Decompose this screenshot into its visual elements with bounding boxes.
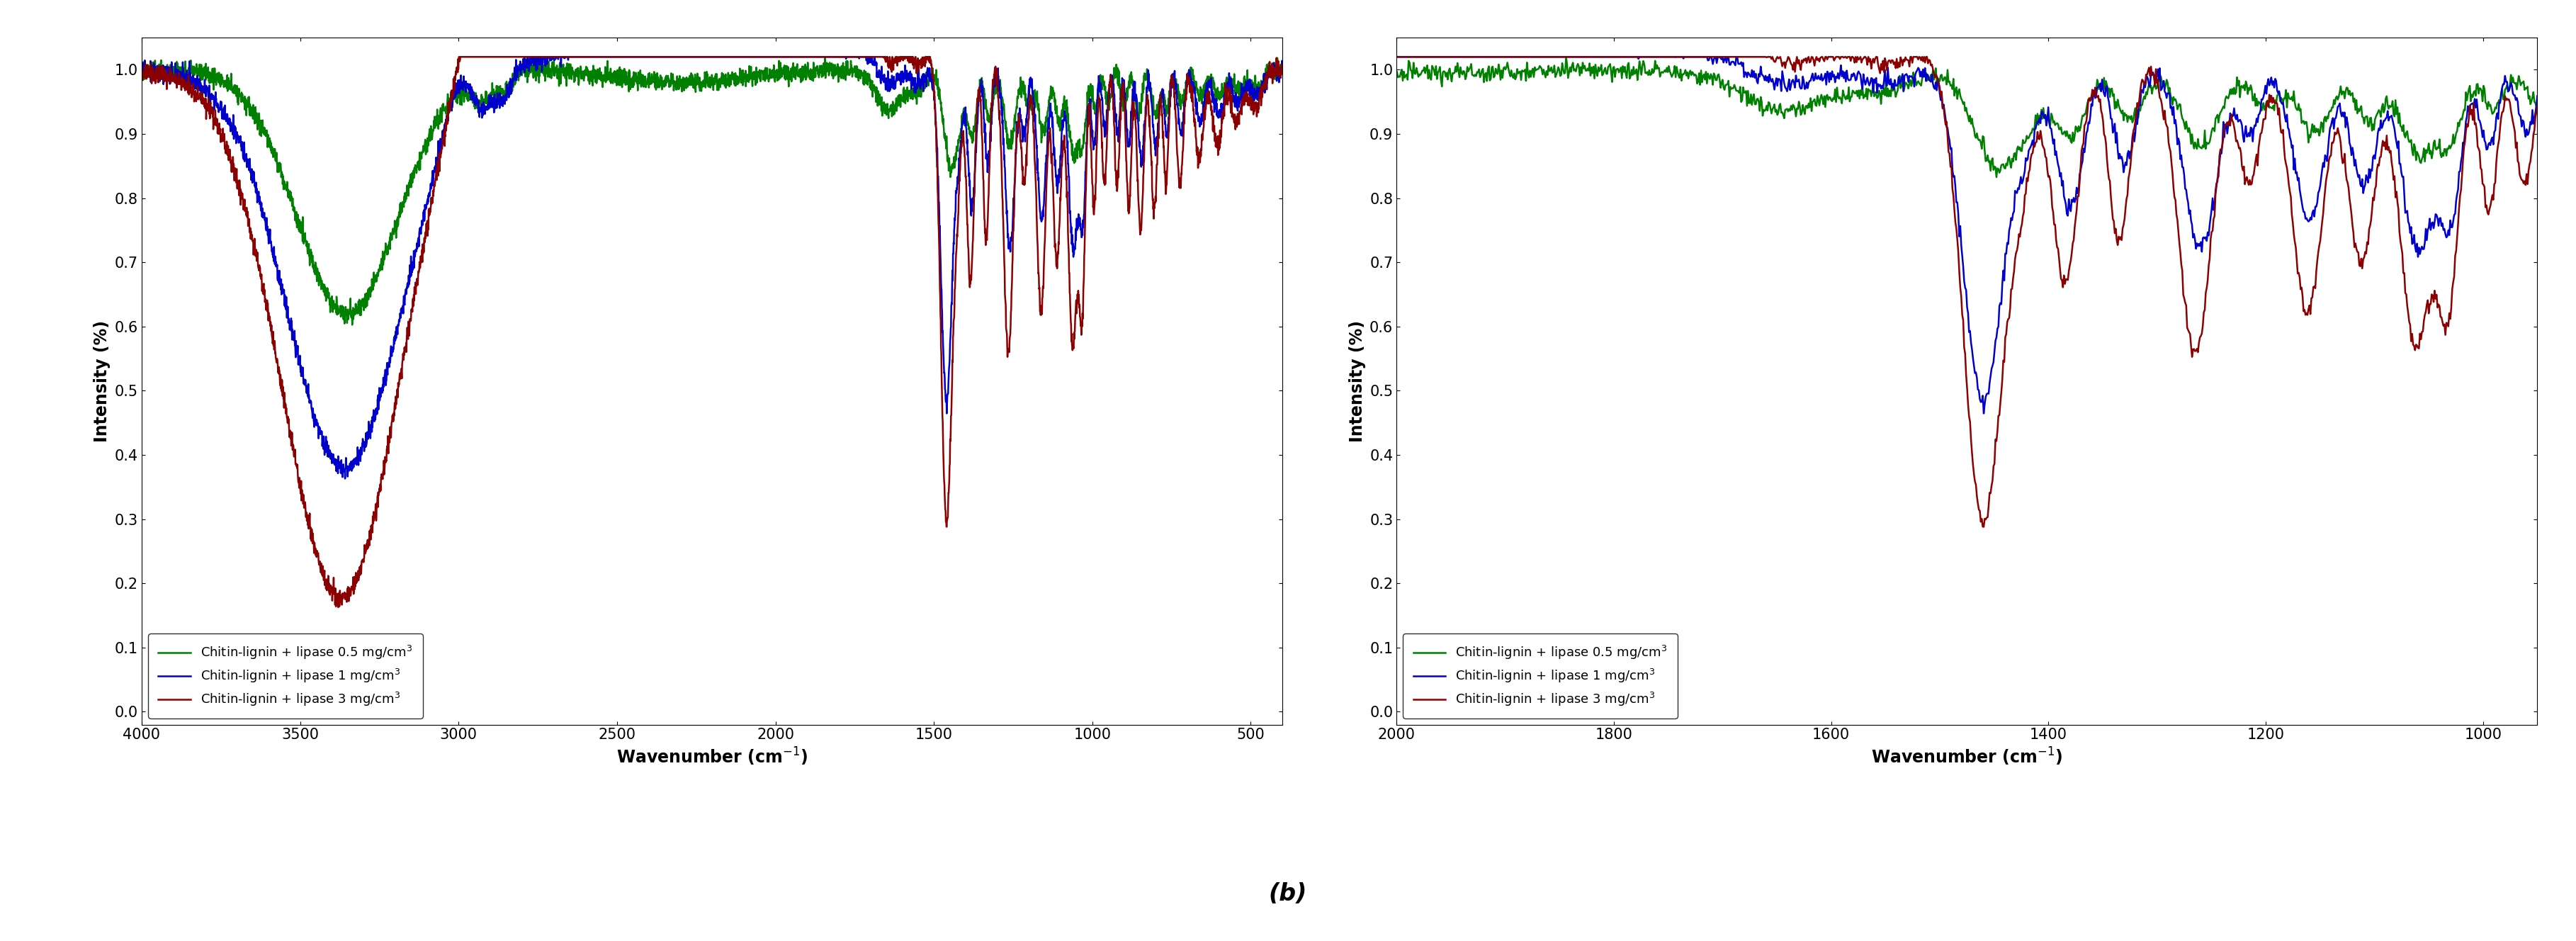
Chitin-lignin + lipase 3 mg/cm$^3$ — [616, 51, 647, 62]
Chitin-lignin + lipase 1 mg/cm$^3$ — [1958, 360, 1989, 372]
Chitin-lignin + lipase 0.5 mg/cm$^3$ — [2522, 103, 2553, 114]
Line: Chitin-lignin + lipase 1 mg/cm$^3$: Chitin-lignin + lipase 1 mg/cm$^3$ — [142, 56, 1283, 479]
Chitin-lignin + lipase 3 mg/cm$^3$ — [1958, 469, 1989, 480]
Y-axis label: Intensity (%): Intensity (%) — [1350, 320, 1365, 442]
Chitin-lignin + lipase 1 mg/cm$^3$ — [2499, 89, 2530, 101]
Chitin-lignin + lipase 3 mg/cm$^3$ — [126, 57, 157, 69]
Legend: Chitin-lignin + lipase 0.5 mg/cm$^3$, Chitin-lignin + lipase 1 mg/cm$^3$, Chitin: Chitin-lignin + lipase 0.5 mg/cm$^3$, Ch… — [1404, 633, 1677, 718]
Chitin-lignin + lipase 1 mg/cm$^3$ — [616, 51, 647, 62]
Chitin-lignin + lipase 1 mg/cm$^3$ — [1968, 407, 1999, 419]
Line: Chitin-lignin + lipase 0.5 mg/cm$^3$: Chitin-lignin + lipase 0.5 mg/cm$^3$ — [142, 56, 1283, 325]
Chitin-lignin + lipase 1 mg/cm$^3$ — [2151, 88, 2182, 99]
Chitin-lignin + lipase 1 mg/cm$^3$ — [670, 51, 701, 62]
Chitin-lignin + lipase 3 mg/cm$^3$ — [443, 51, 474, 62]
Line: Chitin-lignin + lipase 3 mg/cm$^3$: Chitin-lignin + lipase 3 mg/cm$^3$ — [142, 56, 1283, 607]
Chitin-lignin + lipase 3 mg/cm$^3$ — [2151, 117, 2182, 128]
Chitin-lignin + lipase 3 mg/cm$^3$ — [605, 51, 636, 62]
Chitin-lignin + lipase 0.5 mg/cm$^3$ — [1175, 62, 1206, 73]
Chitin-lignin + lipase 3 mg/cm$^3$ — [1327, 51, 1358, 62]
Chitin-lignin + lipase 0.5 mg/cm$^3$ — [605, 74, 636, 86]
Chitin-lignin + lipase 0.5 mg/cm$^3$ — [1327, 73, 1358, 85]
Chitin-lignin + lipase 0.5 mg/cm$^3$ — [2151, 74, 2182, 86]
Chitin-lignin + lipase 0.5 mg/cm$^3$ — [2470, 97, 2501, 108]
Chitin-lignin + lipase 0.5 mg/cm$^3$ — [616, 84, 647, 95]
Chitin-lignin + lipase 3 mg/cm$^3$ — [322, 601, 353, 613]
Chitin-lignin + lipase 1 mg/cm$^3$ — [126, 67, 157, 78]
Line: Chitin-lignin + lipase 3 mg/cm$^3$: Chitin-lignin + lipase 3 mg/cm$^3$ — [1342, 56, 2537, 527]
Chitin-lignin + lipase 3 mg/cm$^3$ — [1968, 521, 1999, 533]
Chitin-lignin + lipase 3 mg/cm$^3$ — [670, 51, 701, 62]
Chitin-lignin + lipase 0.5 mg/cm$^3$ — [956, 125, 987, 136]
Line: Chitin-lignin + lipase 1 mg/cm$^3$: Chitin-lignin + lipase 1 mg/cm$^3$ — [1342, 56, 2537, 413]
Chitin-lignin + lipase 1 mg/cm$^3$ — [1175, 73, 1206, 85]
Legend: Chitin-lignin + lipase 0.5 mg/cm$^3$, Chitin-lignin + lipase 1 mg/cm$^3$, Chitin: Chitin-lignin + lipase 0.5 mg/cm$^3$, Ch… — [147, 633, 422, 718]
Chitin-lignin + lipase 0.5 mg/cm$^3$ — [809, 51, 840, 62]
Chitin-lignin + lipase 3 mg/cm$^3$ — [2522, 100, 2553, 111]
Chitin-lignin + lipase 1 mg/cm$^3$ — [1231, 74, 1262, 86]
Chitin-lignin + lipase 1 mg/cm$^3$ — [2313, 144, 2344, 155]
Chitin-lignin + lipase 3 mg/cm$^3$ — [1267, 69, 1298, 80]
Chitin-lignin + lipase 0.5 mg/cm$^3$ — [670, 85, 701, 96]
Chitin-lignin + lipase 1 mg/cm$^3$ — [330, 473, 361, 485]
Chitin-lignin + lipase 1 mg/cm$^3$ — [1352, 51, 1383, 62]
X-axis label: Wavenumber (cm$^{-1}$): Wavenumber (cm$^{-1}$) — [1870, 746, 2063, 768]
Chitin-lignin + lipase 0.5 mg/cm$^3$ — [1267, 62, 1298, 73]
Chitin-lignin + lipase 3 mg/cm$^3$ — [1175, 81, 1206, 92]
Chitin-lignin + lipase 1 mg/cm$^3$ — [513, 51, 544, 62]
X-axis label: Wavenumber (cm$^{-1}$): Wavenumber (cm$^{-1}$) — [616, 746, 809, 768]
Chitin-lignin + lipase 1 mg/cm$^3$ — [956, 208, 987, 219]
Chitin-lignin + lipase 1 mg/cm$^3$ — [1327, 51, 1358, 62]
Chitin-lignin + lipase 3 mg/cm$^3$ — [1231, 95, 1262, 106]
Chitin-lignin + lipase 0.5 mg/cm$^3$ — [2499, 78, 2530, 89]
Chitin-lignin + lipase 1 mg/cm$^3$ — [1267, 66, 1298, 77]
Chitin-lignin + lipase 1 mg/cm$^3$ — [2468, 135, 2499, 146]
Chitin-lignin + lipase 0.5 mg/cm$^3$ — [1231, 77, 1262, 88]
Y-axis label: Intensity (%): Intensity (%) — [93, 320, 111, 442]
Line: Chitin-lignin + lipase 0.5 mg/cm$^3$: Chitin-lignin + lipase 0.5 mg/cm$^3$ — [1342, 56, 2537, 177]
Chitin-lignin + lipase 0.5 mg/cm$^3$ — [1960, 130, 1991, 141]
Chitin-lignin + lipase 1 mg/cm$^3$ — [605, 51, 636, 62]
Chitin-lignin + lipase 0.5 mg/cm$^3$ — [2313, 106, 2344, 118]
Text: (b): (b) — [1270, 883, 1306, 905]
Chitin-lignin + lipase 0.5 mg/cm$^3$ — [126, 56, 157, 68]
Chitin-lignin + lipase 1 mg/cm$^3$ — [2522, 90, 2553, 102]
Chitin-lignin + lipase 3 mg/cm$^3$ — [2468, 182, 2499, 193]
Chitin-lignin + lipase 3 mg/cm$^3$ — [2499, 120, 2530, 132]
Chitin-lignin + lipase 0.5 mg/cm$^3$ — [1981, 171, 2012, 183]
Chitin-lignin + lipase 3 mg/cm$^3$ — [956, 274, 987, 285]
Chitin-lignin + lipase 3 mg/cm$^3$ — [1352, 51, 1383, 62]
Chitin-lignin + lipase 0.5 mg/cm$^3$ — [1352, 68, 1383, 79]
Chitin-lignin + lipase 3 mg/cm$^3$ — [2313, 164, 2344, 175]
Chitin-lignin + lipase 0.5 mg/cm$^3$ — [337, 319, 368, 330]
Chitin-lignin + lipase 0.5 mg/cm$^3$ — [1551, 51, 1582, 62]
